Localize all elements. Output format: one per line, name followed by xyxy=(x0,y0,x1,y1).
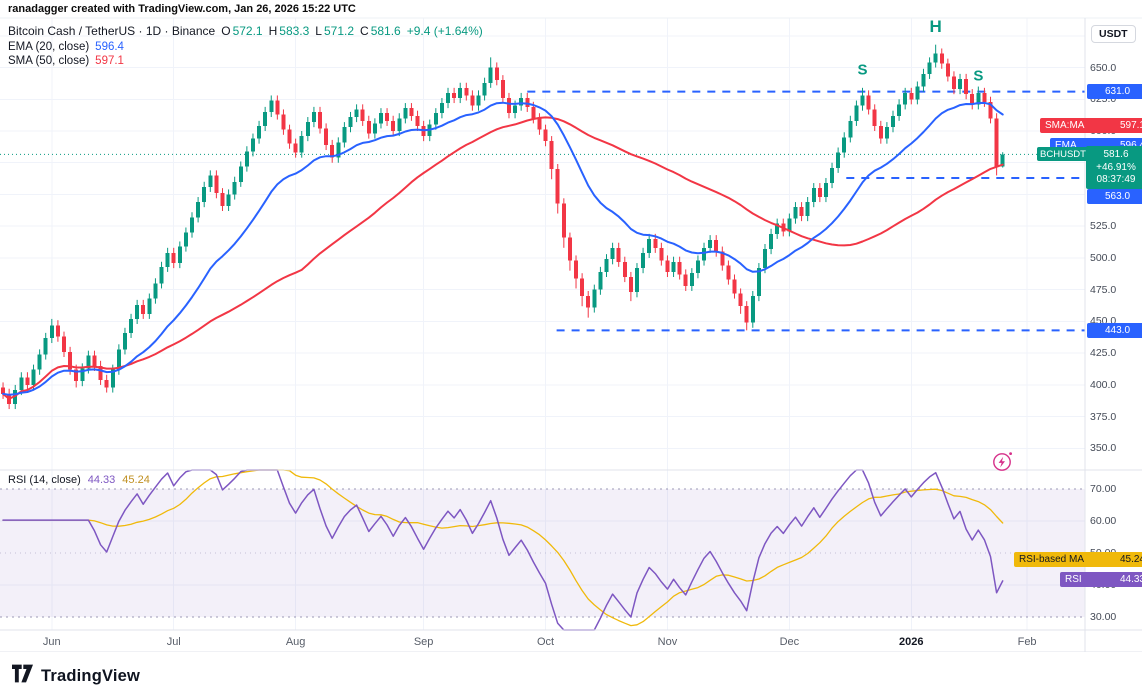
time-tick: Nov xyxy=(657,636,678,648)
head-marker: H xyxy=(929,16,942,36)
price-tick: 525.0 xyxy=(1090,220,1117,233)
level-price-badge: 563.0 xyxy=(1087,189,1142,205)
time-tick: 2026 xyxy=(899,636,924,648)
ema-value: 596.4 xyxy=(95,41,124,53)
rsi-value: 44.33 xyxy=(87,474,116,486)
chart-legend: Bitcoin Cash / TetherUS · 1D · Binance O… xyxy=(8,22,483,68)
high-value: H 583.3 xyxy=(268,24,310,38)
sma-label: SMA (50, close) xyxy=(8,55,90,67)
ema-legend-row[interactable]: EMA (20, close) 596.4 xyxy=(8,40,483,54)
tradingview-logo-icon[interactable] xyxy=(12,664,33,688)
price-tick: 400.0 xyxy=(1090,378,1117,391)
time-tick: Feb xyxy=(1017,636,1037,648)
rsi-tick: 60.00 xyxy=(1090,515,1117,527)
attribution-text: ranadagger created with TradingView.com,… xyxy=(8,3,356,15)
change-value: +9.4 (+1.64%) xyxy=(406,24,483,38)
open-value: O 572.1 xyxy=(221,24,263,38)
symbol-name-badge: BCHUSDT xyxy=(1037,147,1089,162)
price-tick: 500.0 xyxy=(1090,251,1117,264)
low-value: L 571.2 xyxy=(315,24,355,38)
ema-label: EMA (20, close) xyxy=(8,41,90,53)
rsi-ma-value: 45.24 xyxy=(122,474,150,486)
current-price: 581.6 xyxy=(1103,149,1129,161)
symbol-legend-row[interactable]: Bitcoin Cash / TetherUS · 1D · Binance O… xyxy=(8,22,483,40)
bar-countdown: 08:37:49 xyxy=(1096,174,1136,186)
rsi-label: RSI (14, close) xyxy=(8,474,81,486)
sma-value: 597.1 xyxy=(95,55,124,67)
left-shoulder-marker: S xyxy=(857,61,868,79)
price-tick: 375.0 xyxy=(1090,410,1117,423)
time-tick: Aug xyxy=(285,636,306,648)
current-price-badge: 581.6 +46.91% 08:37:49 xyxy=(1086,146,1142,189)
axis-currency-button[interactable]: USDT xyxy=(1091,25,1136,43)
rsi-tick: 70.00 xyxy=(1090,483,1117,495)
time-tick: Dec xyxy=(779,636,800,648)
sma-legend-row[interactable]: SMA (50, close) 597.1 xyxy=(8,54,483,68)
footer-bar: TradingView xyxy=(0,652,1142,700)
time-tick: Oct xyxy=(536,636,555,648)
level-price-badge: 443.0 xyxy=(1087,322,1142,338)
time-tick: Sep xyxy=(413,636,434,648)
symbol-title: Bitcoin Cash / TetherUS · 1D · Binance xyxy=(8,24,216,38)
price-tick: 350.0 xyxy=(1090,442,1117,455)
level-price-badge: 631.0 xyxy=(1087,84,1142,100)
time-tick: Jun xyxy=(42,636,61,648)
rsi-tick: 30.00 xyxy=(1090,611,1117,623)
tradingview-wordmark[interactable]: TradingView xyxy=(41,666,141,685)
price-tick: 650.0 xyxy=(1090,61,1117,74)
boost-lightning-icon[interactable] xyxy=(992,450,1014,472)
price-tick: 475.0 xyxy=(1090,283,1117,296)
price-tick: 425.0 xyxy=(1090,347,1117,360)
rsi-legend[interactable]: RSI (14, close) 44.33 45.24 xyxy=(8,474,150,486)
right-shoulder-marker: S xyxy=(973,67,984,85)
close-value: C 581.6 xyxy=(360,24,401,38)
time-tick: Jul xyxy=(166,636,181,648)
change-percent: +46.91% xyxy=(1096,161,1136,173)
